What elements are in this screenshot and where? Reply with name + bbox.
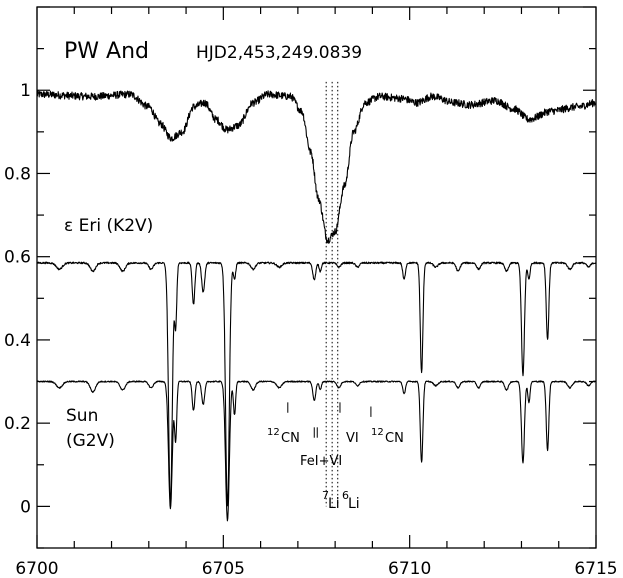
y-tick-labels: 0 0.2 0.4 0.6 0.8 1: [4, 81, 31, 517]
hjd-label: HJD2,453,249.0839: [196, 43, 362, 63]
vi-label: VI: [346, 431, 359, 446]
y-tick-label: 1: [20, 81, 31, 101]
li6-label: Li: [348, 496, 360, 512]
sun-label: Sun: [66, 406, 98, 426]
x-tick-label: 6710: [388, 559, 431, 578]
target-label: PW And: [64, 39, 149, 64]
y-tick-label: 0.6: [4, 248, 31, 268]
series-group: [36, 90, 597, 522]
y-tick-label: 0: [20, 497, 31, 517]
li7-label: Li: [328, 496, 340, 512]
x-tick-labels: 6700 6705 6710 6715: [15, 559, 617, 578]
li6-superscript: 6: [342, 489, 349, 502]
eps-eri-label: ε Eri (K2V): [64, 216, 153, 236]
li7-superscript: 7: [322, 489, 329, 502]
sun-type-label: (G2V): [66, 431, 115, 451]
cn-left-superscript: 12: [267, 427, 280, 438]
y-tick-label: 0.8: [4, 164, 31, 184]
sun-spectrum-line: [36, 380, 597, 522]
x-tick-label: 6705: [202, 559, 245, 578]
li-guide-lines: [325, 81, 339, 507]
y-tick-label: 0.2: [4, 414, 31, 434]
cn-right-label: CN: [385, 431, 404, 446]
plot-frame: [36, 6, 597, 549]
cn-right-superscript: 12: [371, 427, 384, 438]
cn-left-label: CN: [281, 431, 300, 446]
ticks: [36, 6, 597, 549]
eps-eri-spectrum-line: [36, 261, 597, 507]
x-tick-label: 6700: [15, 559, 58, 578]
x-tick-label: 6715: [574, 559, 617, 578]
pw-and-spectrum-line: [36, 90, 597, 244]
fe-vi-label: FeI+VI: [300, 454, 342, 469]
y-tick-label: 0.4: [4, 331, 31, 351]
line-markers: [287, 402, 372, 438]
